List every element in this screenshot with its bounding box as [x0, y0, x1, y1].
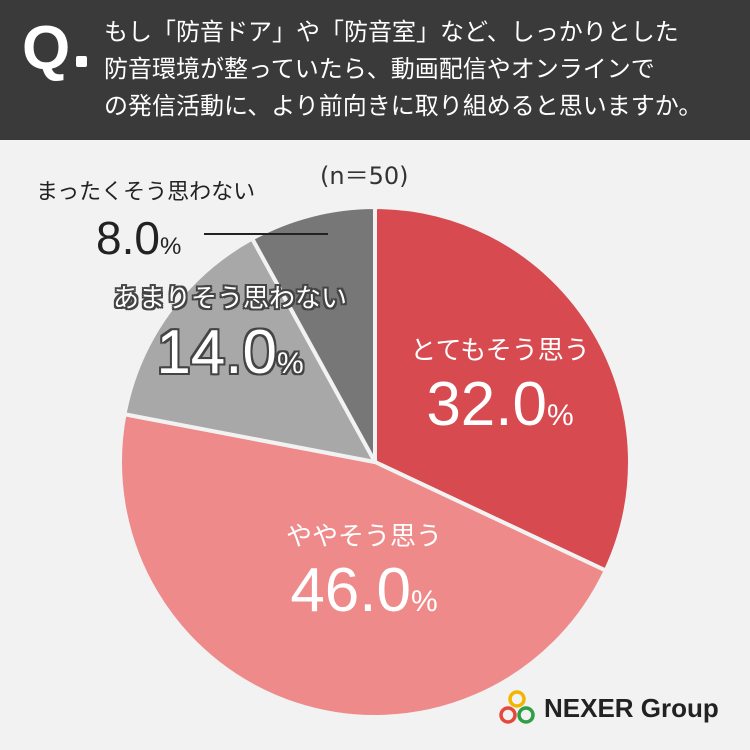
slice-label-yaya: ややそう思う 46.0% [254, 520, 474, 643]
question-line: の発信活動に、より前向きに取り組めると思いますか。 [104, 92, 703, 120]
slice-label-amari: あまりそう思わない 14.0% [80, 282, 380, 405]
slice-name: とてもそう思う [410, 336, 590, 366]
slice-value: 8.0% [96, 212, 182, 264]
question-header: Q もし「防音ドア」や「防音室」など、しっかりとした 防音環境が整っていたら、動… [0, 0, 750, 140]
pie-slice-0 [373, 205, 632, 573]
slice-value: 14.0% [156, 318, 304, 387]
slice-name: あまりそう思わない [112, 284, 347, 314]
pie-slice-1 [118, 412, 608, 719]
question-line: もし「防音ドア」や「防音室」など、しっかりとした [104, 18, 679, 46]
nexer-logo-icon [499, 690, 535, 724]
brand-logo: NEXER Group [498, 688, 719, 728]
slice-name: まったくそう思わない [36, 180, 256, 205]
q-dot-icon [76, 56, 87, 67]
question-text: もし「防音ドア」や「防音室」など、しっかりとした 防音環境が整っていたら、動画配… [104, 14, 744, 125]
slice-value: 46.0% [290, 556, 438, 625]
brand-name: NEXER Group [544, 692, 719, 723]
slice-label-mattaku: まったくそう思わない 8.0% [36, 178, 255, 279]
q-label: Q [22, 14, 70, 83]
pie-slice-2 [122, 236, 377, 464]
slice-label-totemo: とてもそう思う 32.0% [400, 334, 600, 457]
slice-name: ややそう思う [285, 522, 442, 552]
pie-slice-3 [250, 205, 377, 464]
slice-value: 32.0% [426, 370, 574, 439]
question-line: 防音環境が整っていたら、動画配信やオンラインで [104, 55, 655, 83]
leader-line [204, 233, 328, 235]
sample-size-label: (n＝50) [320, 162, 409, 190]
